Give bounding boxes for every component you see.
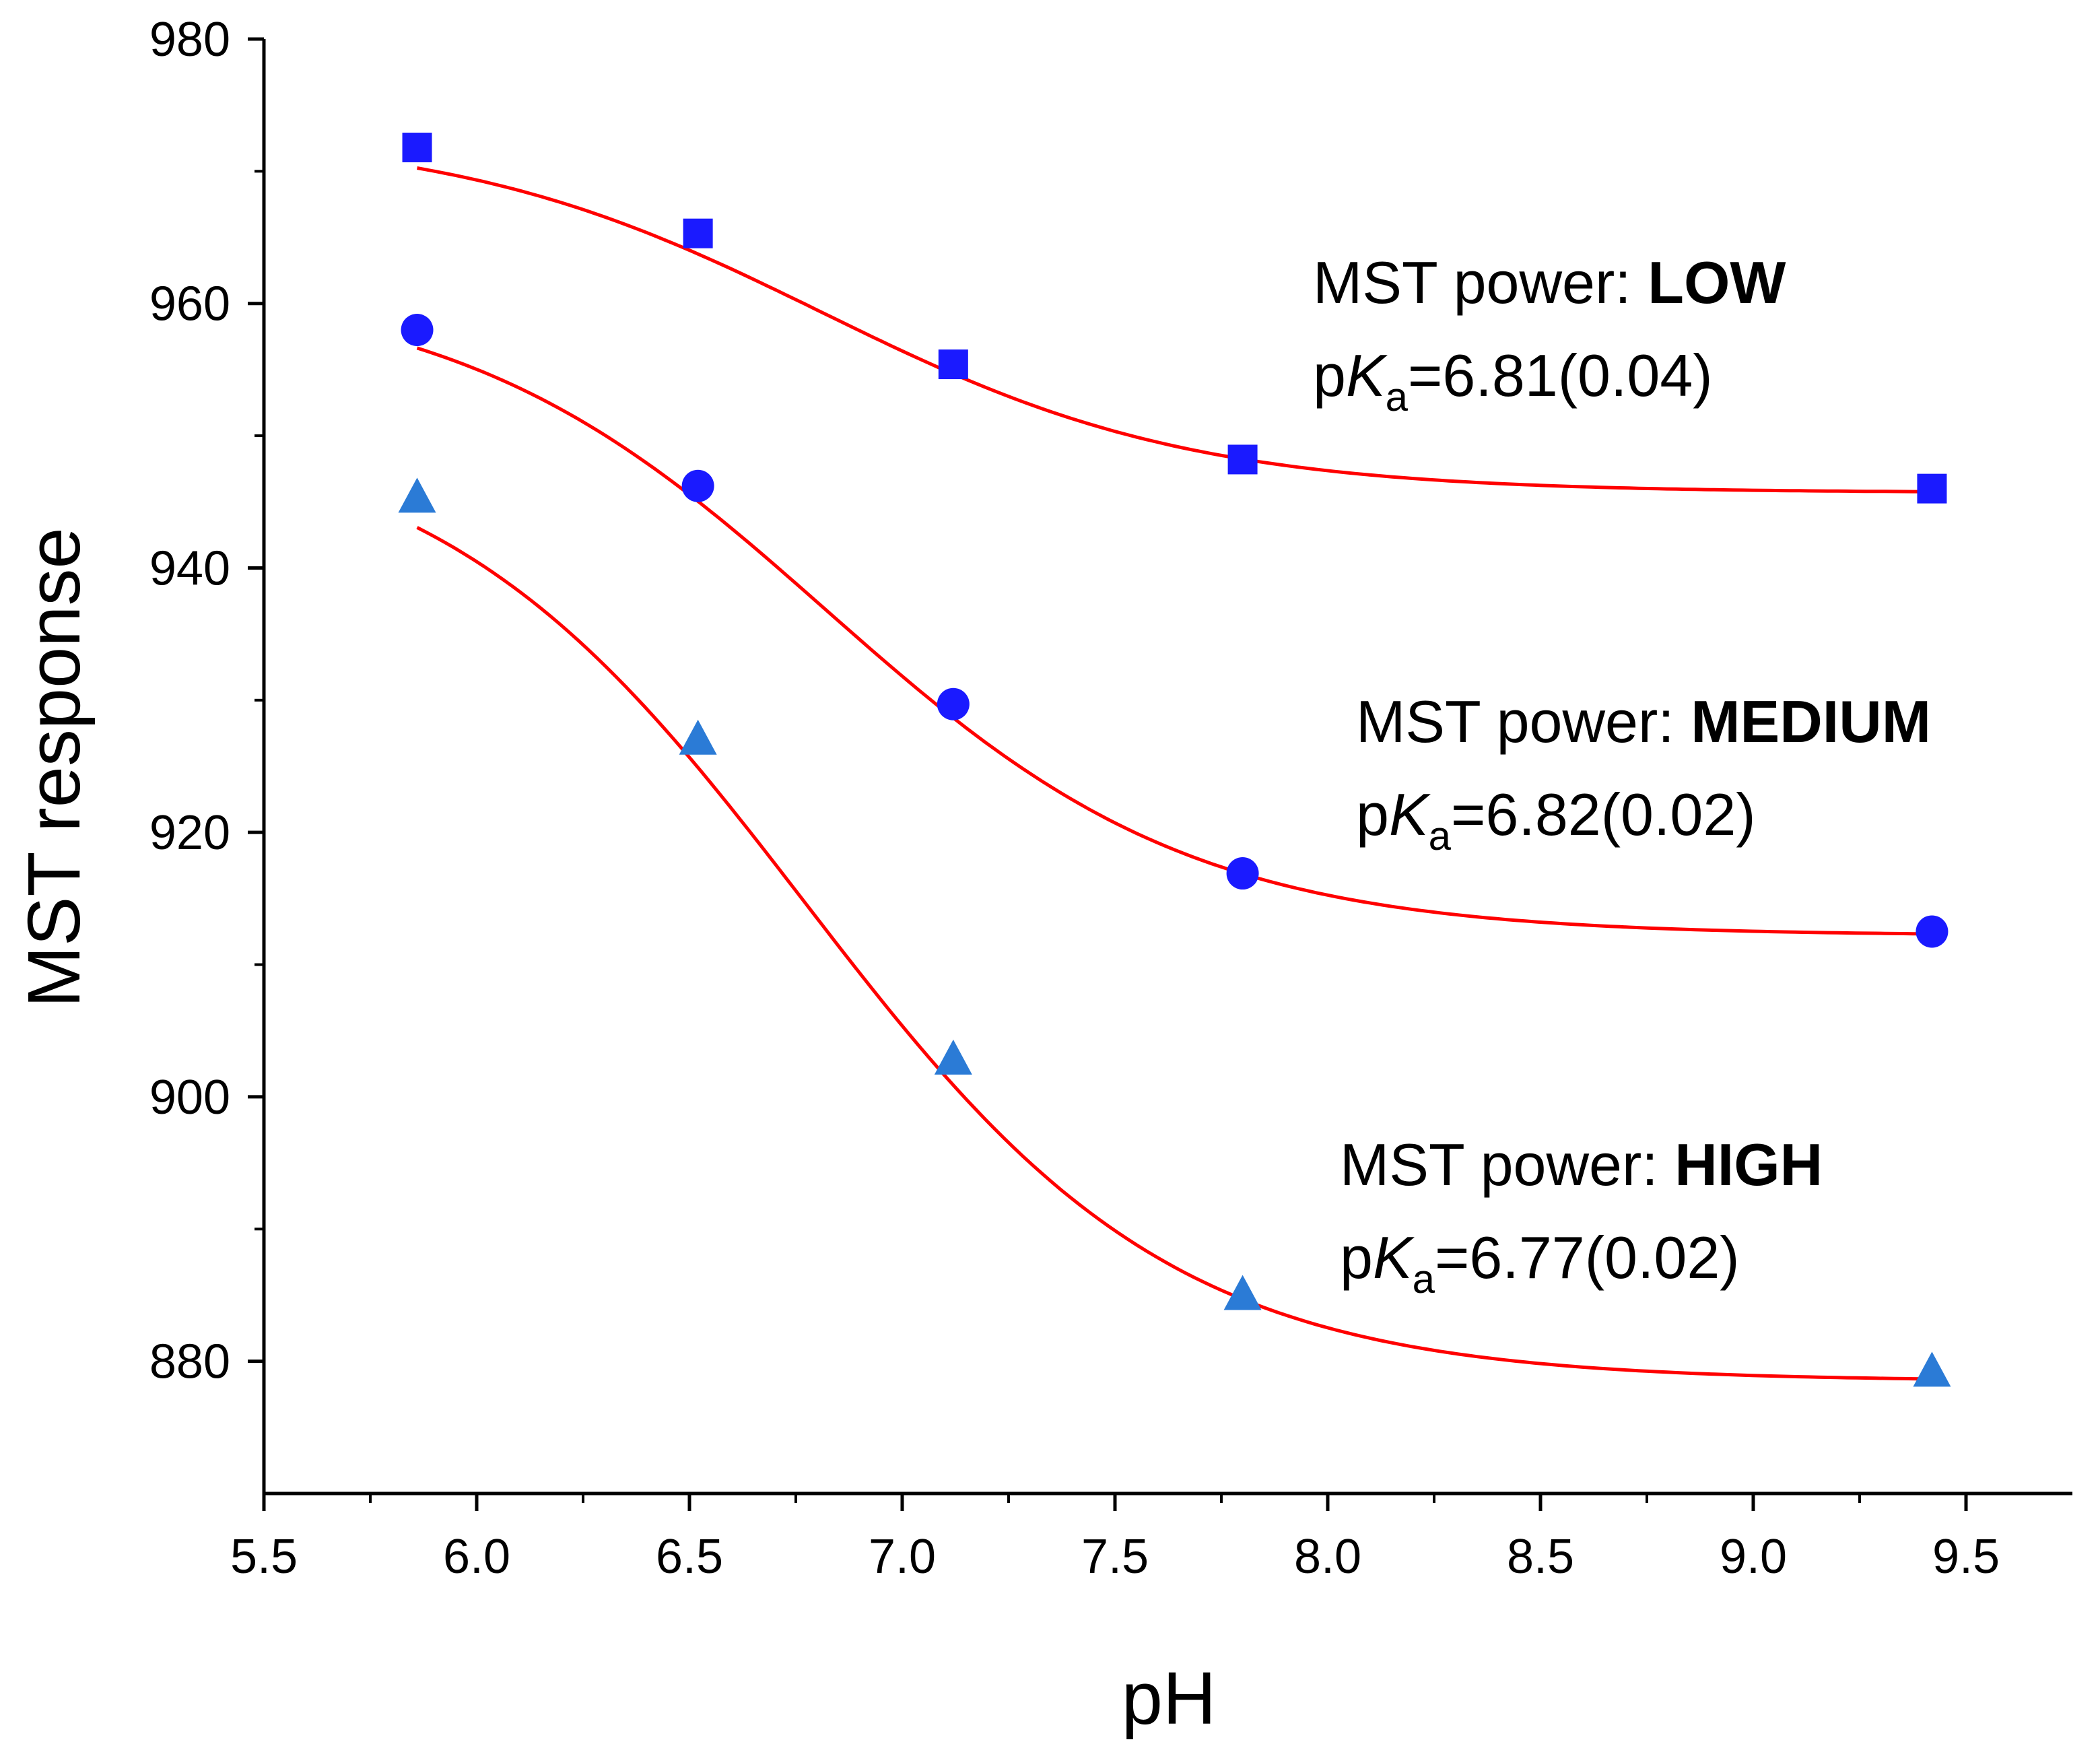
y-tick-label: 900	[149, 1071, 230, 1124]
marker-triangle-high	[934, 1039, 972, 1075]
marker-square-low	[1227, 444, 1258, 475]
annotation-low-pka: pKa=6.81(0.04)	[1313, 342, 1713, 419]
marker-square-low	[402, 133, 432, 163]
x-tick-label: 7.5	[1081, 1530, 1149, 1584]
x-tick-label: 7.0	[869, 1530, 936, 1584]
marker-square-low	[683, 218, 713, 248]
pka-p: p	[1356, 781, 1389, 848]
annotation-high-level: HIGH	[1674, 1131, 1823, 1198]
fit-curve-medium	[416, 346, 1932, 936]
annotation-medium-pka-value: =6.82(0.02)	[1451, 781, 1756, 848]
x-tick-label: 8.5	[1507, 1530, 1574, 1584]
y-tick-label: 940	[149, 541, 230, 595]
x-tick-label: 6.0	[443, 1530, 510, 1584]
marker-triangle-high	[679, 719, 717, 755]
x-axis-title: pH	[1122, 1657, 1217, 1740]
pka-p: p	[1313, 342, 1346, 409]
axes	[262, 39, 2072, 1496]
annotation-low-prefix: MST power:	[1313, 249, 1648, 316]
annotation-medium-pka: pKa=6.82(0.02)	[1356, 781, 1756, 859]
pka-a: a	[1429, 813, 1452, 859]
x-tick-label: 8.0	[1294, 1530, 1361, 1584]
annotation-medium: MST power: MEDIUM pKa=6.82(0.02)	[1356, 688, 1931, 859]
pka-a: a	[1386, 374, 1409, 419]
annotation-low: MST power: LOW pKa=6.81(0.04)	[1313, 249, 1786, 419]
annotation-high: MST power: HIGH pKa=6.77(0.02)	[1340, 1131, 1823, 1302]
annotation-low-title: MST power: LOW	[1313, 249, 1786, 316]
marker-square-low	[1917, 473, 1947, 504]
marker-circle-medium	[937, 687, 970, 720]
annotation-medium-level: MEDIUM	[1691, 688, 1931, 755]
marker-square-low	[938, 349, 968, 380]
y-tick-label: 920	[149, 806, 230, 860]
marker-triangle-high	[398, 477, 436, 513]
fit-curve-low	[417, 166, 1932, 494]
annotation-low-pka-value: =6.81(0.04)	[1408, 342, 1713, 409]
marker-triangle-high	[1913, 1351, 1951, 1387]
ticks: 5.5 6.0 6.5 7.0 7.5 8.0 8.5 9.0 9.5 880 900 920 940 9…	[149, 13, 2000, 1584]
pka-k: K	[1389, 781, 1431, 848]
marker-triangle-high	[1223, 1275, 1262, 1310]
annotation-low-level: LOW	[1648, 249, 1786, 316]
pka-p: p	[1340, 1224, 1373, 1291]
annotation-medium-prefix: MST power:	[1356, 688, 1691, 755]
marker-circle-medium	[681, 469, 714, 502]
data-markers	[398, 133, 1951, 1387]
annotation-high-pka-value: =6.77(0.02)	[1435, 1224, 1740, 1291]
y-tick-label: 960	[149, 277, 230, 331]
fit-curve-high	[416, 526, 1932, 1381]
x-tick-label: 5.5	[230, 1530, 298, 1584]
marker-circle-medium	[1916, 915, 1949, 948]
fit-curves	[416, 166, 1932, 1381]
marker-circle-medium	[401, 314, 434, 346]
pka-k: K	[1346, 342, 1388, 409]
x-tick-label: 9.5	[1932, 1530, 2000, 1584]
annotation-high-pka: pKa=6.77(0.02)	[1340, 1224, 1740, 1302]
y-axis-title: MST response	[13, 527, 96, 1007]
pka-k: K	[1373, 1224, 1415, 1291]
pka-a: a	[1413, 1256, 1435, 1302]
marker-circle-medium	[1226, 857, 1259, 890]
x-tick-label: 9.0	[1720, 1530, 1787, 1584]
y-tick-label: 880	[149, 1335, 230, 1389]
y-tick-label: 980	[149, 13, 230, 67]
annotation-high-title: MST power: HIGH	[1340, 1131, 1823, 1198]
annotation-high-prefix: MST power:	[1340, 1131, 1674, 1198]
x-tick-label: 6.5	[656, 1530, 723, 1584]
annotation-medium-title: MST power: MEDIUM	[1356, 688, 1931, 755]
